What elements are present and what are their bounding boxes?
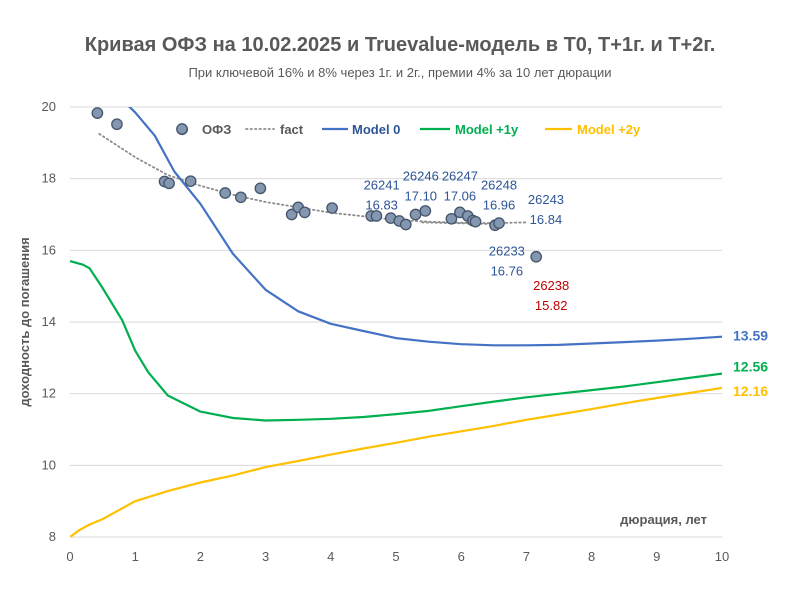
x-tick-label: 2 bbox=[197, 549, 204, 564]
series-end-label: 12.56 bbox=[733, 359, 768, 375]
y-tick-label: 14 bbox=[42, 314, 56, 329]
x-axis-title: дюрация, лет bbox=[620, 512, 707, 527]
x-tick-label: 7 bbox=[523, 549, 530, 564]
data-label: 16.76 bbox=[491, 264, 524, 279]
data-label: 26247 bbox=[442, 168, 478, 183]
ofz-data-point bbox=[219, 187, 232, 199]
y-tick-label: 16 bbox=[42, 242, 56, 257]
data-label: 26246 bbox=[403, 168, 439, 183]
legend-label-model-1y: Model +1y bbox=[455, 122, 519, 137]
data-label: 26243 bbox=[528, 192, 564, 207]
legend-label-ofz: ОФЗ bbox=[202, 122, 231, 137]
ofz-data-point bbox=[419, 205, 432, 217]
ofz-data-point bbox=[326, 202, 338, 214]
series-end-label: 12.16 bbox=[733, 383, 768, 399]
series-line-model-0 bbox=[128, 107, 722, 347]
x-tick-label: 8 bbox=[588, 549, 595, 564]
x-tick-label: 5 bbox=[392, 549, 399, 564]
data-label: 15.82 bbox=[535, 298, 568, 313]
data-label: 26233 bbox=[489, 244, 525, 259]
legend-label-fact: fact bbox=[280, 122, 304, 137]
ofz-data-point bbox=[298, 206, 311, 219]
series-end-label: 13.59 bbox=[733, 328, 768, 344]
ofz-data-point bbox=[234, 191, 247, 204]
legend-marker-ofz bbox=[176, 123, 188, 135]
data-label: 17.06 bbox=[444, 188, 477, 203]
x-tick-label: 6 bbox=[458, 549, 465, 564]
plot-area bbox=[70, 95, 722, 537]
ofz-data-point bbox=[493, 217, 505, 229]
y-tick-label: 18 bbox=[42, 171, 56, 186]
ofz-data-point bbox=[445, 212, 458, 225]
x-tick-label: 0 bbox=[66, 549, 73, 564]
ofz-data-point bbox=[133, 95, 143, 105]
y-axis-title: доходность до погашения bbox=[17, 237, 32, 406]
data-label: 26248 bbox=[481, 177, 517, 192]
x-tick-label: 1 bbox=[132, 549, 139, 564]
data-label: 26238 bbox=[533, 278, 569, 293]
data-label: 16.96 bbox=[483, 197, 516, 212]
ofz-data-point bbox=[285, 208, 298, 221]
ofz-data-point bbox=[370, 210, 383, 222]
ofz-data-point bbox=[184, 175, 197, 188]
data-label: 17.10 bbox=[405, 188, 438, 203]
ofz-data-point bbox=[254, 182, 267, 195]
series-line-fact-tail bbox=[421, 221, 502, 226]
y-tick-label: 8 bbox=[49, 529, 56, 544]
ofz-data-point bbox=[91, 107, 104, 119]
x-tick-label: 9 bbox=[653, 549, 660, 564]
data-label: 16.84 bbox=[530, 212, 563, 227]
y-tick-label: 20 bbox=[42, 99, 56, 114]
y-tick-label: 10 bbox=[42, 457, 56, 472]
ofz-data-point bbox=[163, 177, 175, 190]
ofz-data-point bbox=[399, 218, 412, 231]
legend-label-model-2y: Model +2y bbox=[577, 122, 641, 137]
series-line-model-2y bbox=[70, 386, 722, 537]
x-tick-label: 10 bbox=[715, 549, 729, 564]
data-label: 16.83 bbox=[365, 197, 398, 212]
series-line-model-1y bbox=[70, 260, 722, 422]
chart-title: Кривая ОФЗ на 10.02.2025 и Truevalue-мод… bbox=[84, 34, 716, 56]
ofz-data-point bbox=[530, 250, 543, 263]
ofz-data-point bbox=[469, 215, 482, 228]
y-tick-label: 12 bbox=[42, 386, 56, 401]
ofz-data-point bbox=[111, 118, 123, 131]
ofz-data-point bbox=[409, 208, 422, 221]
data-label: 26241 bbox=[364, 177, 400, 192]
x-tick-label: 3 bbox=[262, 549, 269, 564]
legend-label-model-0: Model 0 bbox=[352, 122, 400, 137]
chart-subtitle: При ключевой 16% и 8% через 1г. и 2г., п… bbox=[188, 65, 612, 80]
x-tick-label: 4 bbox=[327, 549, 334, 564]
